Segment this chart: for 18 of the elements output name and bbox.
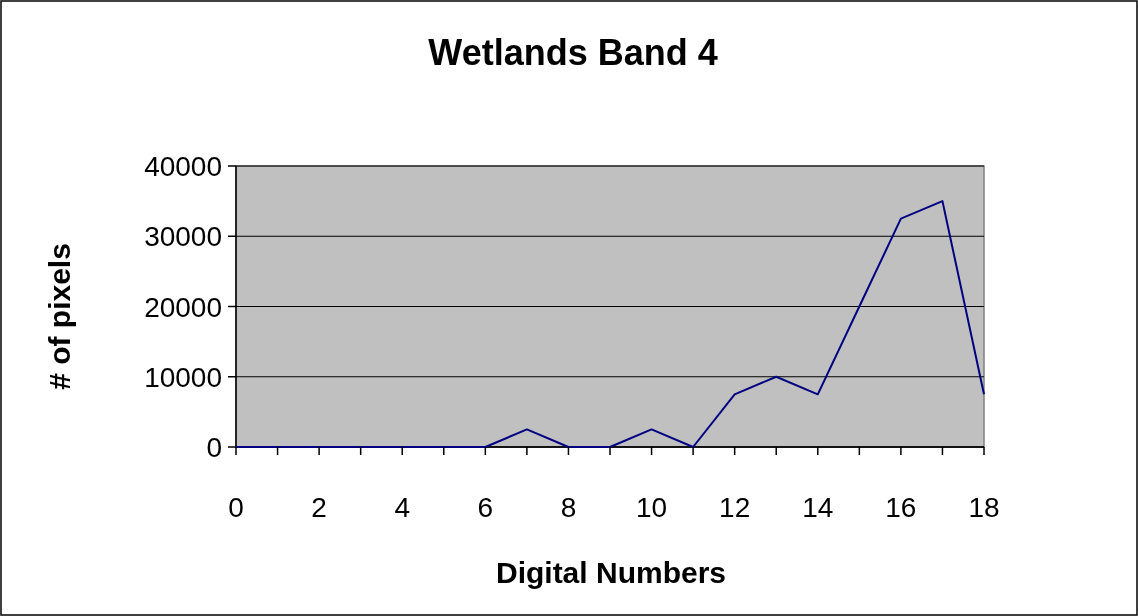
y-tick-label: 20000	[144, 291, 222, 323]
x-tick-label: 14	[802, 492, 834, 523]
y-tick-label: 40000	[144, 151, 222, 182]
x-tick-label: 4	[394, 492, 411, 523]
y-tick-label: 30000	[144, 221, 222, 253]
y-tick-label: 10000	[144, 361, 222, 393]
x-tick-label: 10	[635, 492, 668, 523]
x-tick-label: 2	[311, 492, 327, 523]
x-tick-label: 6	[477, 492, 494, 523]
x-tick-label: 12	[719, 492, 751, 523]
x-tick-label: 16	[885, 492, 917, 523]
x-tick-label: 18	[968, 492, 1000, 523]
y-axis-title: # of pixels	[43, 243, 76, 390]
chart-title: Wetlands Band 4	[428, 32, 718, 73]
x-tick-label: 8	[560, 492, 577, 523]
y-tick-label: 0	[206, 432, 222, 463]
x-axis-title: Digital Numbers	[495, 556, 727, 589]
x-tick-label: 0	[228, 492, 244, 523]
